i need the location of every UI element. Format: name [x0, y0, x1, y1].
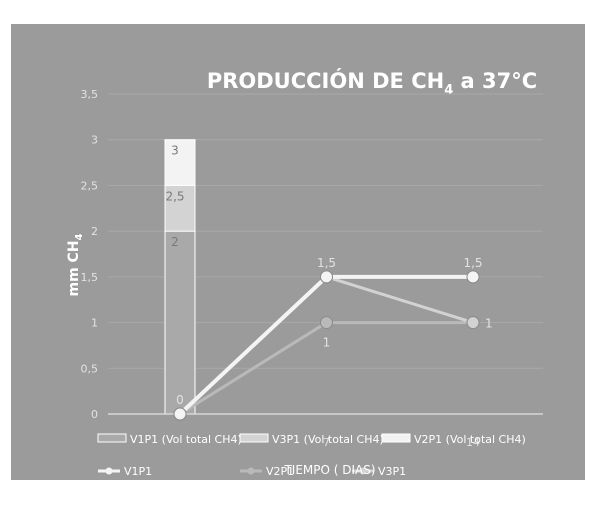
point-data-label: 1 — [323, 336, 331, 350]
bars — [164, 139, 196, 415]
point-data-label: 1,5 — [463, 256, 482, 270]
y-axis-ticks: 0 0,5 1 1,5 2 2,5 3 3,5 — [81, 88, 99, 421]
series-marker — [466, 316, 480, 330]
bar-data-label: 2,5 — [165, 189, 184, 203]
bar-segment — [164, 139, 196, 186]
point-data-label: 1,5 — [317, 256, 336, 270]
legend-label: V2P1 (Vol total CH4) — [414, 433, 526, 446]
series-marker — [466, 270, 480, 284]
x-tick-label: 7 — [323, 436, 330, 449]
legend-marker — [359, 467, 367, 475]
chart-title: PRODUCCIÓN DE CH4 a 37°C — [207, 68, 537, 98]
y-tick-label: 3,5 — [81, 88, 99, 101]
legend-marker — [105, 467, 113, 475]
series-marker — [320, 270, 333, 284]
legend-label: V1P1 — [124, 465, 152, 478]
y-tick-label: 2 — [91, 225, 98, 238]
bar-data-label: 2 — [171, 235, 179, 249]
y-tick-label: 0,5 — [81, 362, 99, 375]
x-tick-label: 14 — [466, 436, 480, 449]
y-axis-label: mm CH4 — [66, 233, 85, 296]
legend-label: V3P1 — [378, 465, 406, 478]
bar-segment — [164, 230, 196, 415]
y-tick-label: 3 — [91, 134, 98, 147]
legend-marker — [247, 467, 255, 475]
y-tick-label: 1 — [91, 317, 98, 330]
y-tick-label: 1,5 — [81, 271, 99, 284]
series-marker — [320, 316, 333, 330]
legend-swatch — [381, 433, 411, 443]
legend-swatch — [239, 433, 269, 443]
legend-swatch — [97, 433, 127, 443]
point-data-label: 1 — [485, 317, 493, 331]
series-marker — [173, 407, 187, 421]
legend-label: V1P1 (Vol total CH4) — [130, 433, 242, 446]
legend-label: V3P1 (Vol total CH4) — [272, 433, 384, 446]
bar-segment — [164, 184, 196, 232]
x-axis-ticks: 7 14 — [323, 436, 480, 449]
y-tick-label: 2,5 — [81, 179, 99, 192]
data-labels: 2 2,5 3 0 1,5 1,5 1 1 — [165, 144, 492, 407]
chart-area — [11, 24, 585, 480]
x-axis-label: TIEMPO ( DIAS) — [283, 463, 375, 477]
lines — [173, 270, 480, 421]
bar-data-label: 3 — [171, 144, 179, 158]
point-data-label: 0 — [176, 393, 184, 407]
legend: V1P1 (Vol total CH4) V3P1 (Vol total CH4)… — [97, 433, 526, 478]
legend-label: V2P1 — [266, 465, 294, 478]
y-tick-label: 0 — [91, 408, 98, 421]
